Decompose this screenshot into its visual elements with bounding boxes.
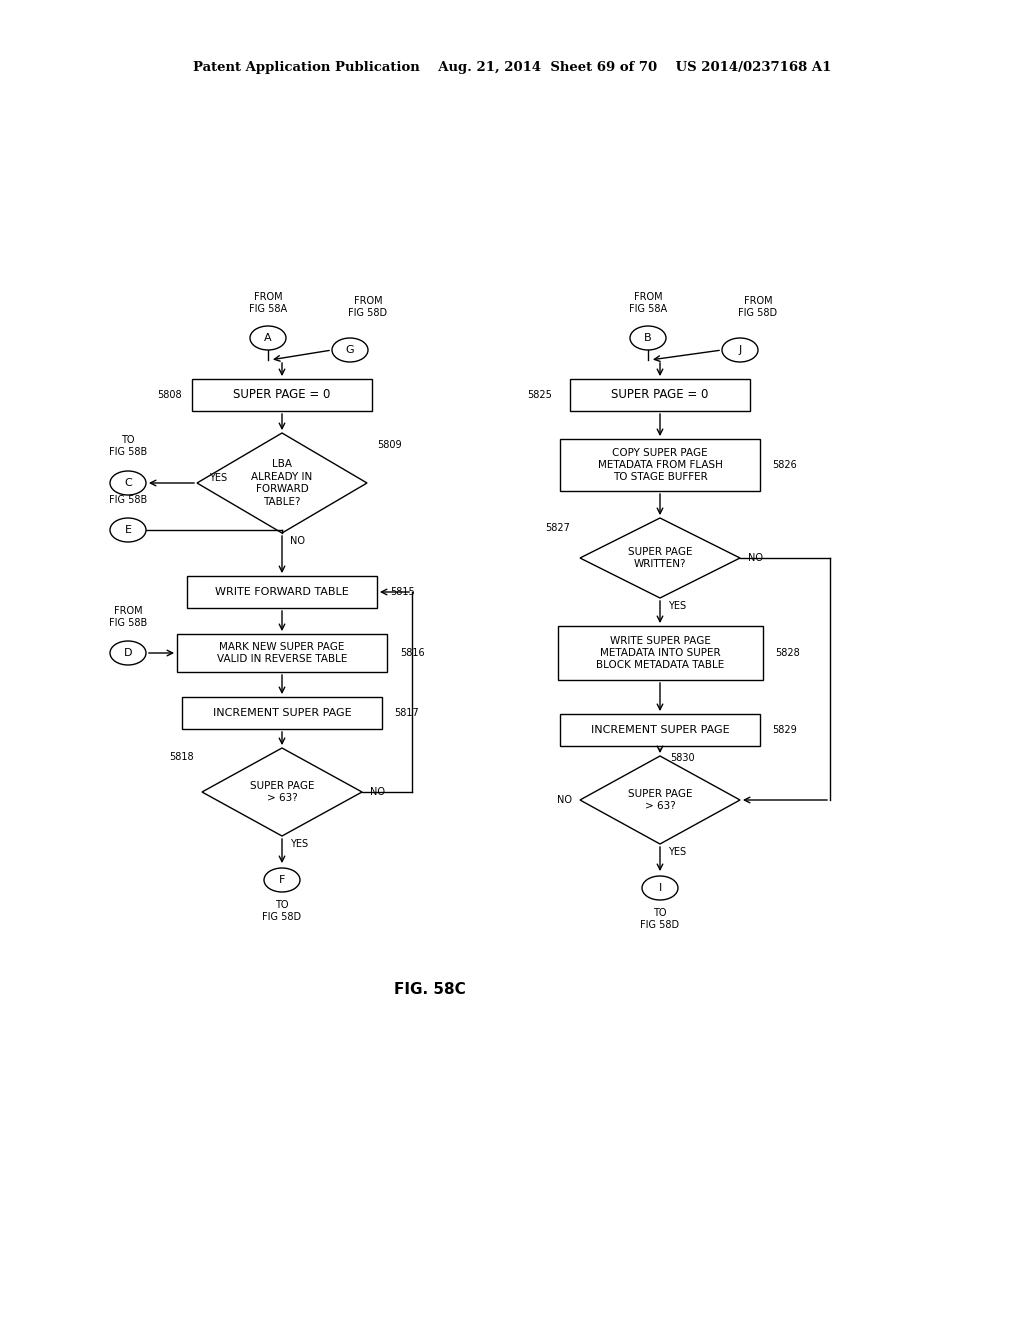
Text: 5808: 5808 [158, 389, 182, 400]
Bar [187, 576, 377, 609]
Polygon shape [580, 517, 740, 598]
Ellipse shape [722, 338, 758, 362]
Text: FROM
FIG 58A: FROM FIG 58A [249, 293, 287, 314]
Text: SUPER PAGE = 0: SUPER PAGE = 0 [233, 388, 331, 401]
Text: D: D [124, 648, 132, 657]
Text: Patent Application Publication    Aug. 21, 2014  Sheet 69 of 70    US 2014/02371: Patent Application Publication Aug. 21, … [193, 62, 831, 74]
Text: 5809: 5809 [377, 440, 401, 450]
Text: TO
FIG 58D: TO FIG 58D [640, 908, 680, 929]
Text: YES: YES [668, 601, 686, 611]
Text: FROM
FIG 58A: FROM FIG 58A [629, 293, 667, 314]
Bar [570, 379, 750, 411]
Polygon shape [580, 756, 740, 843]
Text: MARK NEW SUPER PAGE
VALID IN REVERSE TABLE: MARK NEW SUPER PAGE VALID IN REVERSE TAB… [217, 642, 347, 664]
Ellipse shape [110, 471, 146, 495]
Ellipse shape [642, 876, 678, 900]
Text: 5826: 5826 [772, 459, 797, 470]
Text: C: C [124, 478, 132, 488]
Text: WRITE SUPER PAGE
METADATA INTO SUPER
BLOCK METADATA TABLE: WRITE SUPER PAGE METADATA INTO SUPER BLO… [596, 636, 724, 671]
Bar [557, 626, 763, 680]
Text: INCREMENT SUPER PAGE: INCREMENT SUPER PAGE [213, 708, 351, 718]
Bar [177, 634, 387, 672]
Text: FROM
FIG 58B: FROM FIG 58B [109, 483, 147, 506]
Text: 5829: 5829 [772, 725, 797, 735]
Bar [193, 379, 372, 411]
Text: YES: YES [290, 840, 308, 849]
Ellipse shape [110, 517, 146, 543]
Text: INCREMENT SUPER PAGE: INCREMENT SUPER PAGE [591, 725, 729, 735]
Polygon shape [197, 433, 367, 533]
Ellipse shape [332, 338, 368, 362]
Text: SUPER PAGE
> 63?: SUPER PAGE > 63? [250, 781, 314, 803]
Text: SUPER PAGE = 0: SUPER PAGE = 0 [611, 388, 709, 401]
Text: F: F [279, 875, 286, 884]
Text: FROM
FIG 58D: FROM FIG 58D [348, 297, 387, 318]
Text: J: J [738, 345, 741, 355]
Text: 5817: 5817 [394, 708, 419, 718]
Text: I: I [658, 883, 662, 894]
Text: FROM
FIG 58B: FROM FIG 58B [109, 606, 147, 628]
Text: WRITE FORWARD TABLE: WRITE FORWARD TABLE [215, 587, 349, 597]
Text: 5827: 5827 [545, 523, 570, 533]
Text: 5828: 5828 [775, 648, 800, 657]
Ellipse shape [264, 869, 300, 892]
Text: 5825: 5825 [527, 389, 552, 400]
Text: NO: NO [370, 787, 385, 797]
Ellipse shape [630, 326, 666, 350]
Text: YES: YES [668, 847, 686, 857]
Text: TO
FIG 58B: TO FIG 58B [109, 436, 147, 457]
Polygon shape [202, 748, 362, 836]
Ellipse shape [250, 326, 286, 350]
Text: TO
FIG 58D: TO FIG 58D [262, 900, 301, 921]
Bar [182, 697, 382, 729]
Text: 5818: 5818 [169, 752, 194, 762]
Text: NO: NO [557, 795, 572, 805]
Text: 5815: 5815 [390, 587, 415, 597]
Text: COPY SUPER PAGE
METADATA FROM FLASH
TO STAGE BUFFER: COPY SUPER PAGE METADATA FROM FLASH TO S… [598, 447, 723, 482]
Text: 5816: 5816 [400, 648, 425, 657]
Text: YES: YES [209, 473, 227, 483]
Text: A: A [264, 333, 271, 343]
Text: SUPER PAGE
> 63?: SUPER PAGE > 63? [628, 789, 692, 812]
Text: SUPER PAGE
WRITTEN?: SUPER PAGE WRITTEN? [628, 546, 692, 569]
Ellipse shape [110, 642, 146, 665]
Bar [560, 440, 760, 491]
Text: 5830: 5830 [670, 752, 694, 763]
Text: E: E [125, 525, 131, 535]
Text: FROM
FIG 58D: FROM FIG 58D [738, 297, 777, 318]
Text: NO: NO [748, 553, 763, 564]
Text: NO: NO [290, 536, 305, 546]
Text: FIG. 58C: FIG. 58C [394, 982, 466, 998]
Text: B: B [644, 333, 652, 343]
Text: LBA
ALREADY IN
FORWARD
TABLE?: LBA ALREADY IN FORWARD TABLE? [251, 459, 312, 507]
Bar [560, 714, 760, 746]
Text: G: G [346, 345, 354, 355]
